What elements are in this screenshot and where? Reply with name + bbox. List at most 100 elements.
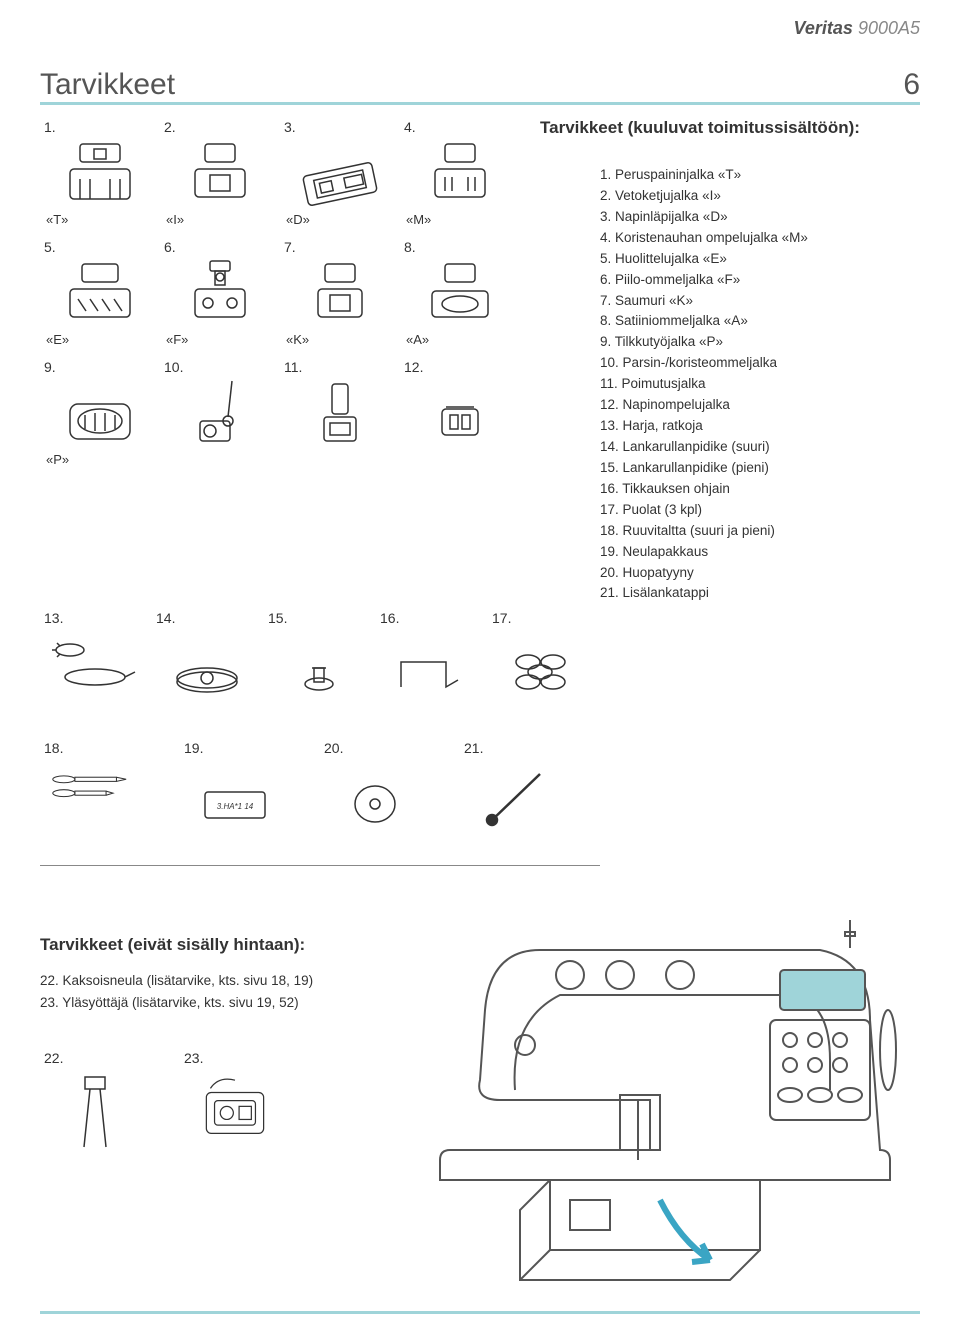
grid-cell: 10. bbox=[160, 355, 280, 475]
accessory-list: 1. Peruspaininjalka «T» 2. Vetoketjujalk… bbox=[600, 165, 808, 604]
grid-cell: 16. bbox=[376, 610, 488, 720]
grid-cell: 23. bbox=[180, 1050, 320, 1160]
screwdrivers-icon bbox=[50, 762, 140, 832]
accessory-row-a: 13. 14. 15. 16. 17. bbox=[40, 610, 600, 720]
model-name: 9000A5 bbox=[858, 18, 920, 38]
item-number: 13. bbox=[44, 610, 63, 626]
list-item: 4. Koristenauhan ompelujalka «M» bbox=[600, 228, 808, 249]
item-number: 19. bbox=[184, 740, 203, 756]
quilting-guide-icon bbox=[386, 632, 476, 702]
item-number: 4. bbox=[404, 119, 416, 135]
grid-cell: 1. «T» bbox=[40, 115, 160, 235]
item-code: «E» bbox=[46, 332, 69, 347]
buttonhole-foot-icon bbox=[300, 139, 380, 209]
item-number: 7. bbox=[284, 239, 296, 255]
grid-cell: 19. 3.HA*1 14 bbox=[180, 740, 320, 850]
grid-cell: 21. bbox=[460, 740, 600, 850]
presser-foot-icon bbox=[180, 139, 260, 209]
footer-divider bbox=[40, 1311, 920, 1314]
walking-foot-icon bbox=[190, 1072, 280, 1142]
list-item: 5. Huolittelujalka «E» bbox=[600, 249, 808, 270]
item-code: «K» bbox=[286, 332, 309, 347]
list-item: 9. Tilkkutyöjalka «P» bbox=[600, 332, 808, 353]
list-item: 15. Lankarullanpidike (pieni) bbox=[600, 458, 808, 479]
list-item: 1. Peruspaininjalka «T» bbox=[600, 165, 808, 186]
grid-cell: 3. «D» bbox=[280, 115, 400, 235]
grid-cell: 5. «E» bbox=[40, 235, 160, 355]
item-number: 16. bbox=[380, 610, 399, 626]
grid-cell: 2. «I» bbox=[160, 115, 280, 235]
brand-header: Veritas 9000A5 bbox=[794, 18, 920, 39]
list-item: 17. Puolat (3 kpl) bbox=[600, 500, 808, 521]
spool-holder-large-icon bbox=[162, 632, 252, 702]
grid-cell: 8. «A» bbox=[400, 235, 520, 355]
presser-foot-icon bbox=[420, 259, 500, 329]
item-number: 2. bbox=[164, 119, 176, 135]
item-code: «P» bbox=[46, 452, 69, 467]
section-title: Tarvikkeet bbox=[40, 68, 903, 102]
item-number: 10. bbox=[164, 359, 183, 375]
svg-text:3.HA*1 14: 3.HA*1 14 bbox=[217, 802, 254, 811]
grid-cell: 17. bbox=[488, 610, 600, 720]
not-included-list: 22. Kaksoisneula (lisätarvike, kts. sivu… bbox=[40, 970, 313, 1013]
grid-cell: 12. bbox=[400, 355, 520, 475]
presser-foot-icon bbox=[420, 379, 500, 449]
item-number: 9. bbox=[44, 359, 56, 375]
grid-cell: 15. bbox=[264, 610, 376, 720]
list-item: 19. Neulapakkaus bbox=[600, 542, 808, 563]
list-item: 10. Parsin-/koristeommeljalka bbox=[600, 353, 808, 374]
item-number: 17. bbox=[492, 610, 511, 626]
item-number: 6. bbox=[164, 239, 176, 255]
grid-cell: 6. «F» bbox=[160, 235, 280, 355]
item-code: «D» bbox=[286, 212, 310, 227]
brand-name: Veritas bbox=[794, 18, 853, 38]
item-number: 8. bbox=[404, 239, 416, 255]
presser-foot-icon bbox=[300, 259, 380, 329]
felt-pad-icon bbox=[330, 762, 420, 832]
item-number: 11. bbox=[284, 359, 302, 375]
not-included-title: Tarvikkeet (eivät sisälly hintaan): bbox=[40, 935, 305, 955]
grid-cell: 11. bbox=[280, 355, 400, 475]
brush-ripper-icon bbox=[50, 632, 140, 702]
item-number: 3. bbox=[284, 119, 296, 135]
list-item: 21. Lisälankatappi bbox=[600, 583, 808, 604]
grid-cell: 13. bbox=[40, 610, 152, 720]
item-number: 20. bbox=[324, 740, 343, 756]
section-title-row: Tarvikkeet 6 bbox=[40, 68, 920, 105]
item-number: 5. bbox=[44, 239, 56, 255]
list-item: 7. Saumuri «K» bbox=[600, 291, 808, 312]
presser-foot-icon bbox=[420, 139, 500, 209]
list-item: 12. Napinompelujalka bbox=[600, 395, 808, 416]
grid-cell: 22. bbox=[40, 1050, 180, 1160]
presser-foot-icon bbox=[60, 379, 140, 449]
presser-foot-icon bbox=[180, 379, 260, 449]
list-item: 8. Satiiniommeljalka «A» bbox=[600, 311, 808, 332]
needle-pack-icon: 3.HA*1 14 bbox=[190, 762, 280, 832]
grid-cell: 7. «K» bbox=[280, 235, 400, 355]
item-code: «I» bbox=[166, 212, 184, 227]
presser-foot-icon bbox=[300, 379, 380, 449]
list-item: 6. Piilo-ommeljalka «F» bbox=[600, 270, 808, 291]
spool-holder-small-icon bbox=[274, 632, 364, 702]
accessory-row-b: 18. 19. 3.HA*1 14 20. 21. bbox=[40, 740, 600, 850]
spool-pin-icon bbox=[470, 762, 560, 832]
list-item: 22. Kaksoisneula (lisätarvike, kts. sivu… bbox=[40, 970, 313, 992]
grid-cell: 4. «M» bbox=[400, 115, 520, 235]
item-number: 22. bbox=[44, 1050, 63, 1066]
divider-line bbox=[40, 865, 600, 866]
presser-foot-icon bbox=[60, 259, 140, 329]
presser-foot-icon bbox=[180, 259, 260, 329]
presser-foot-icon bbox=[60, 139, 140, 209]
list-item: 16. Tikkauksen ohjain bbox=[600, 479, 808, 500]
grid-cell: 9. «P» bbox=[40, 355, 160, 475]
sewing-machine-illustration bbox=[420, 900, 930, 1300]
accessory-row-c: 22. 23. bbox=[40, 1050, 320, 1160]
item-number: 21. bbox=[464, 740, 483, 756]
grid-cell: 18. bbox=[40, 740, 180, 850]
grid-cell: 14. bbox=[152, 610, 264, 720]
page-number: 6 bbox=[903, 68, 920, 102]
item-number: 12. bbox=[404, 359, 423, 375]
list-item: 14. Lankarullanpidike (suuri) bbox=[600, 437, 808, 458]
item-number: 14. bbox=[156, 610, 175, 626]
item-code: «F» bbox=[166, 332, 188, 347]
